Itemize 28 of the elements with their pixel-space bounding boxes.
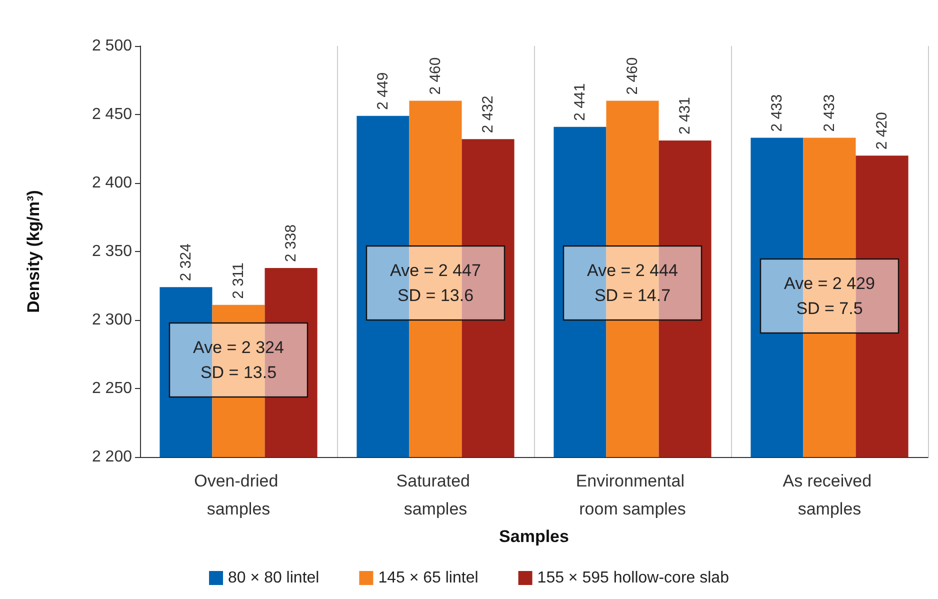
data-label: 2 311 (230, 262, 247, 299)
data-label: 2 420 (874, 112, 891, 150)
data-label: 2 432 (480, 96, 497, 134)
x-tick-label: As received samples (782, 472, 876, 518)
data-label: 2 433 (768, 94, 786, 132)
data-label: 2 441 (571, 83, 588, 121)
x-tick-label: Oven-dried samples (194, 472, 283, 518)
x-axis-title: Samples (499, 526, 569, 546)
y-tick-label: 2 250 (92, 380, 132, 397)
data-label: 2 460 (624, 57, 641, 95)
legend-label: 145 × 65 lintel (378, 570, 478, 586)
y-tick-label: 2 400 (92, 174, 132, 192)
legend-label: 80 × 80 lintel (228, 570, 320, 586)
y-tick-label: 2 200 (92, 448, 132, 466)
data-label: 2 431 (676, 96, 694, 135)
y-tick-label: 2 300 (92, 312, 132, 328)
data-label: 2 460 (427, 57, 444, 95)
x-tick-label: Saturated samples (396, 472, 475, 518)
data-label: 2 433 (821, 94, 838, 132)
data-label: 2 324 (177, 244, 194, 282)
y-axis-title: Density (kg/m³) (24, 190, 43, 313)
data-label: 2 338 (282, 224, 300, 262)
data-label: 2 449 (374, 72, 392, 110)
legend-label: 155 × 595 hollow-core slab (537, 570, 730, 586)
y-tick-label: 2 450 (92, 106, 132, 123)
y-tick-label: 2 500 (92, 38, 132, 54)
y-tick-label: 2 350 (92, 243, 132, 260)
x-tick-label: Environmental room samples (576, 472, 690, 518)
